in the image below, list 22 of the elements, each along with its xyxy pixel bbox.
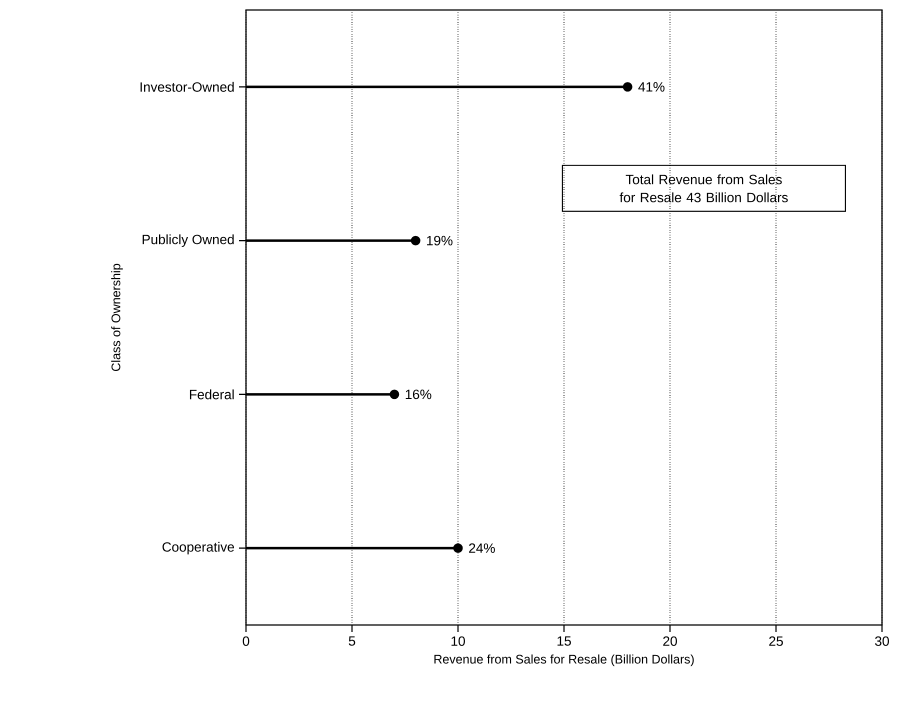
point <box>453 543 463 553</box>
x-tick-label: 20 <box>663 636 677 646</box>
y-tick-label: Federal <box>190 389 234 400</box>
y-axis-title: Class of Ownership <box>111 264 123 372</box>
annotation: 19% <box>427 236 452 246</box>
annotation: Total Revenue from Sales for Resale 43 Billion Dollars <box>620 174 788 202</box>
x-tick-label: 15 <box>558 636 571 646</box>
x-tick-label: 5 <box>348 636 356 646</box>
x-tick-label: 0 <box>242 636 250 646</box>
x-axis-title: Revenue from Sales for Resale (Billion Dollars) <box>434 654 694 666</box>
y-tick-label: Publicly Owned <box>142 234 234 247</box>
annotation: 41% <box>638 82 664 92</box>
y-tick-label: Investor-Owned <box>140 82 234 92</box>
annotation: 24% <box>469 543 495 553</box>
point <box>622 82 632 92</box>
x-tick-label: 30 <box>875 636 889 646</box>
x-tick-label: 25 <box>769 636 783 646</box>
point <box>410 236 420 246</box>
x-tick-label: 10 <box>452 636 465 646</box>
y-tick-label: Cooperative <box>162 542 234 554</box>
point <box>390 390 400 400</box>
annotation: 16% <box>406 390 432 400</box>
